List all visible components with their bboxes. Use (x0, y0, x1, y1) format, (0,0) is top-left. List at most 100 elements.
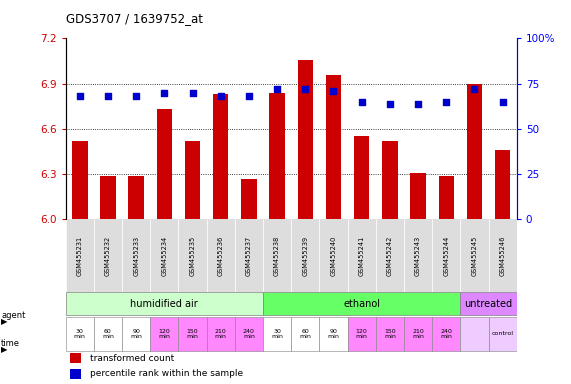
Bar (495, 150, 510, 219)
Text: GSM455241: GSM455241 (359, 235, 365, 276)
Bar (411, 172, 426, 219)
Text: 120
min: 120 min (158, 329, 170, 339)
Text: GSM455246: GSM455246 (500, 235, 506, 276)
Point (442, 99, 451, 105)
FancyBboxPatch shape (122, 219, 150, 292)
Point (160, 89, 169, 96)
Point (470, 86, 479, 92)
Text: 240
min: 240 min (243, 329, 255, 339)
Text: GSM455238: GSM455238 (274, 235, 280, 276)
Point (413, 101, 423, 107)
FancyBboxPatch shape (207, 316, 235, 351)
FancyBboxPatch shape (66, 219, 94, 292)
FancyBboxPatch shape (291, 316, 319, 351)
FancyBboxPatch shape (460, 219, 489, 292)
FancyBboxPatch shape (432, 219, 460, 292)
FancyBboxPatch shape (263, 219, 291, 292)
Bar (100, 175, 116, 219)
Bar (325, 74, 341, 219)
Bar (354, 136, 369, 219)
Text: GSM455244: GSM455244 (443, 235, 449, 276)
Text: 30
min: 30 min (74, 329, 86, 339)
Point (216, 93, 226, 99)
Point (272, 86, 282, 92)
FancyBboxPatch shape (66, 316, 94, 351)
Text: GSM455243: GSM455243 (415, 235, 421, 276)
FancyBboxPatch shape (348, 316, 376, 351)
Point (385, 101, 395, 107)
FancyBboxPatch shape (489, 219, 517, 292)
FancyBboxPatch shape (319, 219, 348, 292)
FancyBboxPatch shape (376, 219, 404, 292)
Point (329, 88, 338, 94)
FancyBboxPatch shape (291, 219, 319, 292)
FancyBboxPatch shape (235, 219, 263, 292)
FancyBboxPatch shape (150, 219, 178, 292)
Text: 240
min: 240 min (440, 329, 452, 339)
FancyBboxPatch shape (432, 316, 460, 351)
Point (75, 93, 85, 99)
FancyBboxPatch shape (178, 316, 207, 351)
Bar (156, 109, 172, 219)
Bar (439, 175, 454, 219)
Text: 60
min: 60 min (102, 329, 114, 339)
Point (244, 93, 254, 99)
FancyBboxPatch shape (150, 316, 178, 351)
Bar (70, 353, 82, 363)
FancyBboxPatch shape (319, 316, 348, 351)
FancyBboxPatch shape (235, 316, 263, 351)
Text: GSM455231: GSM455231 (77, 235, 83, 276)
Text: GDS3707 / 1639752_at: GDS3707 / 1639752_at (66, 12, 203, 25)
Text: GSM455245: GSM455245 (472, 235, 477, 276)
Text: 30
min: 30 min (271, 329, 283, 339)
Bar (297, 60, 313, 219)
Text: GSM455239: GSM455239 (302, 235, 308, 276)
FancyBboxPatch shape (122, 316, 150, 351)
Point (498, 99, 507, 105)
Text: agent: agent (1, 311, 26, 320)
Text: 150
min: 150 min (187, 329, 199, 339)
Point (188, 89, 197, 96)
FancyBboxPatch shape (263, 316, 291, 351)
Text: percentile rank within the sample: percentile rank within the sample (90, 369, 244, 378)
Text: GSM455237: GSM455237 (246, 235, 252, 276)
Point (103, 93, 112, 99)
Bar (72, 141, 87, 219)
Point (131, 93, 140, 99)
Text: 90
min: 90 min (328, 329, 339, 339)
Text: 210
min: 210 min (412, 329, 424, 339)
Text: time: time (1, 339, 20, 348)
Text: 210
min: 210 min (215, 329, 227, 339)
FancyBboxPatch shape (94, 316, 122, 351)
Text: 90
min: 90 min (130, 329, 142, 339)
FancyBboxPatch shape (178, 219, 207, 292)
Text: transformed count: transformed count (90, 354, 175, 363)
Text: 150
min: 150 min (384, 329, 396, 339)
Text: ▶: ▶ (1, 345, 7, 354)
Text: untreated: untreated (464, 299, 513, 309)
FancyBboxPatch shape (404, 219, 432, 292)
Text: GSM455236: GSM455236 (218, 235, 224, 276)
Text: ethanol: ethanol (343, 299, 380, 309)
FancyBboxPatch shape (94, 219, 122, 292)
FancyBboxPatch shape (207, 219, 235, 292)
Bar (70, 369, 82, 379)
Text: 120
min: 120 min (356, 329, 368, 339)
Point (301, 86, 310, 92)
Text: GSM455240: GSM455240 (331, 235, 336, 276)
FancyBboxPatch shape (460, 316, 489, 351)
FancyBboxPatch shape (348, 219, 376, 292)
Text: GSM455234: GSM455234 (162, 235, 167, 276)
Bar (128, 175, 144, 219)
FancyBboxPatch shape (489, 316, 517, 351)
Text: GSM455242: GSM455242 (387, 235, 393, 276)
FancyBboxPatch shape (460, 292, 517, 315)
Text: control: control (492, 331, 514, 336)
Text: ▶: ▶ (1, 317, 7, 326)
Text: GSM455233: GSM455233 (133, 235, 139, 276)
FancyBboxPatch shape (66, 292, 263, 315)
Bar (270, 93, 285, 219)
FancyBboxPatch shape (263, 292, 460, 315)
Text: humidified air: humidified air (130, 299, 198, 309)
Bar (382, 141, 397, 219)
